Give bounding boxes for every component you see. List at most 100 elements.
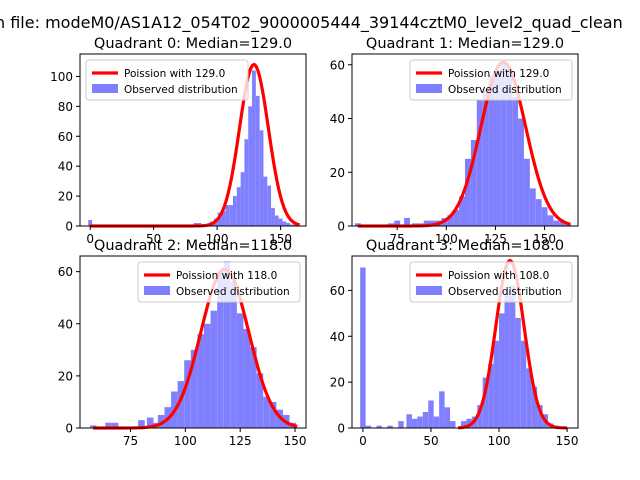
x-tick-label: 125	[484, 232, 507, 246]
histogram-bar	[553, 220, 560, 226]
histogram-bar	[221, 211, 226, 226]
legend: Poission with 129.0 Observed distribution	[409, 59, 573, 101]
histogram-bar	[459, 196, 465, 226]
y-tick-label: 20	[330, 166, 345, 180]
histogram-bar	[210, 310, 218, 428]
histogram-bar	[286, 223, 291, 226]
legend-box	[85, 59, 249, 101]
histogram-bar	[240, 172, 245, 226]
histogram-bar	[482, 88, 489, 226]
histogram-bar	[244, 139, 249, 226]
axes-frame	[351, 255, 579, 429]
y-tick-label: 40	[58, 160, 73, 174]
histogram-bar	[278, 218, 283, 226]
histogram-bar	[360, 267, 366, 428]
histogram-bar	[423, 220, 430, 226]
histogram-bar	[354, 223, 361, 226]
histogram-bar	[197, 334, 204, 428]
histogram-bar	[177, 381, 185, 428]
x-tick-label: 150	[269, 232, 292, 246]
histogram-bar	[559, 220, 566, 226]
histogram-bar	[256, 373, 264, 428]
x-tick-label: 150	[284, 434, 307, 448]
y-tick-label: 40	[58, 317, 73, 331]
legend-hist-label: Observed distribution	[124, 84, 238, 96]
histogram-bar	[500, 62, 507, 226]
legend-curve-label: Poission with 129.0	[124, 68, 225, 80]
histogram-bar	[499, 313, 505, 428]
legend-box	[409, 261, 573, 303]
y-tick-label: 0	[337, 422, 345, 436]
legend-curve-label: Poission with 118.0	[176, 270, 277, 282]
axes-frame	[351, 53, 579, 227]
x-tick-label: 100	[488, 434, 511, 448]
histogram-bar	[509, 285, 516, 428]
histogram-bar	[453, 209, 460, 226]
legend-hist-label: Observed distribution	[176, 286, 290, 298]
y-tick-label: 20	[330, 376, 345, 390]
y-tick-label: 100	[50, 70, 73, 84]
histogram-bar	[523, 158, 530, 226]
y-tick-label: 0	[65, 422, 73, 436]
legend-hist-swatch	[416, 84, 442, 93]
legend-hist-swatch	[92, 84, 118, 93]
panels: Quadrant 0: Median=129.0 0 50 100 150 0 20 40 60…	[50, 36, 578, 448]
histogram-bar	[515, 317, 521, 428]
histogram-bar	[422, 411, 429, 428]
subplot-1: Quadrant 1: Median=129.0 75 100 125 150 0 20 40…	[330, 36, 579, 246]
histogram-bar	[541, 207, 548, 226]
subplot-title: Quadrant 2: Median=118.0	[94, 238, 292, 254]
histogram-bar	[230, 282, 237, 428]
y-tick-label: 60	[330, 58, 345, 72]
x-tick-label: 150	[533, 232, 556, 246]
histogram-bar	[232, 196, 237, 226]
histogram-bar	[190, 349, 198, 428]
figure-suptitle: n file: modeM0/AS1A12_054T02_9000005444_…	[0, 13, 623, 33]
legend: Poission with 118.0 Observed distribution	[137, 261, 301, 303]
histogram-bar	[217, 212, 222, 226]
histogram-bar	[526, 368, 532, 428]
histogram-bar	[504, 290, 510, 428]
histogram-bar	[529, 188, 536, 226]
histogram-bar	[406, 414, 412, 428]
y-tick-label: 60	[58, 265, 73, 279]
y-tick-label: 0	[337, 220, 345, 234]
subplot-2: Quadrant 2: Median=118.0 75 100 125 150 0 20 40…	[58, 238, 307, 448]
histogram-bar	[520, 340, 527, 428]
x-tick-label: 100	[174, 434, 197, 448]
x-tick-label: 150	[556, 434, 579, 448]
histogram-bar	[138, 420, 145, 428]
histogram-bar	[248, 106, 253, 226]
histogram-bar	[477, 405, 483, 428]
histogram-bar	[493, 340, 500, 428]
histogram-bar	[537, 405, 543, 428]
histogram-bar	[547, 215, 554, 226]
subplot-3: Quadrant 3: Median=108.0 0 50 100 150 0 20 40 60…	[330, 238, 579, 448]
subplot-title: Quadrant 0: Median=129.0	[94, 36, 292, 52]
x-tick-label: 75	[123, 434, 138, 448]
legend-hist-label: Observed distribution	[448, 84, 562, 96]
histogram-bar	[263, 176, 268, 226]
subplot-title: Quadrant 1: Median=129.0	[366, 36, 564, 52]
legend-curve-label: Poission with 129.0	[448, 68, 549, 80]
histogram-bar	[271, 208, 275, 226]
histogram-bar	[439, 391, 445, 428]
y-tick-label: 20	[58, 190, 73, 204]
legend-curve-label: Poission with 108.0	[448, 270, 549, 282]
histogram-bar	[225, 205, 230, 226]
y-tick-label: 0	[65, 220, 73, 234]
histogram-bar	[450, 421, 456, 428]
histogram-bar	[394, 220, 401, 226]
histogram-bar	[447, 215, 454, 226]
legend-hist-swatch	[416, 286, 442, 295]
axes-frame	[79, 53, 307, 227]
histogram-bar	[531, 386, 538, 428]
y-tick-label: 80	[58, 100, 73, 114]
histogram-bar	[236, 187, 241, 226]
histogram-bar	[157, 414, 165, 428]
x-tick-label: 0	[86, 232, 94, 246]
histogram-bar	[203, 323, 211, 428]
legend: Poission with 129.0 Observed distribution	[85, 59, 249, 101]
histogram-bar	[89, 425, 97, 428]
